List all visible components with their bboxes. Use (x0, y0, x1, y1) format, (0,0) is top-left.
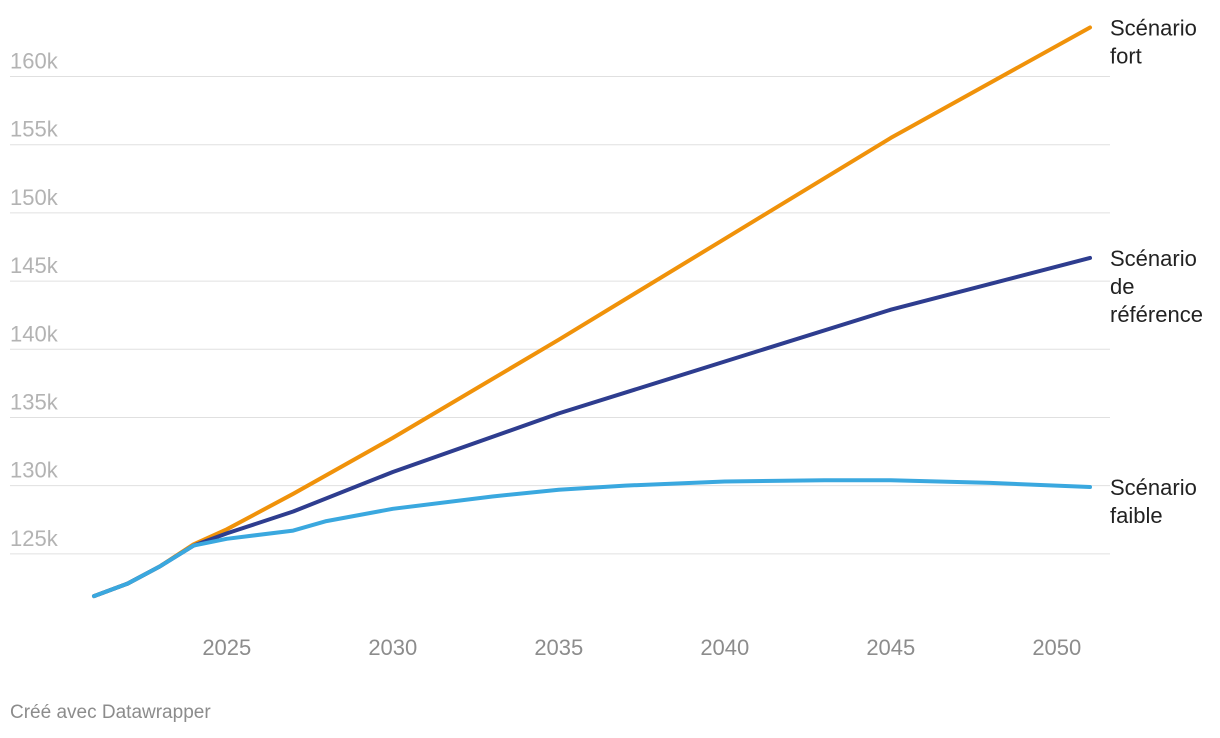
x-tick-label: 2035 (534, 635, 583, 660)
x-tick-label: 2050 (1032, 635, 1081, 660)
y-tick-label: 135k (10, 389, 59, 414)
series-line-scenario-de-reference (92, 255, 1092, 599)
y-tick-label: 150k (10, 185, 59, 210)
x-tick-label: 2040 (700, 635, 749, 660)
series-line-scenario-fort (92, 25, 1092, 599)
series-label-scenario-de-reference: de (1110, 274, 1134, 299)
y-tick-label: 130k (10, 458, 59, 483)
series-label-scenario-faible: Scénario (1110, 475, 1197, 500)
y-axis-tick-labels: 125k 130k 135k 140k 145k 150k 155k 160k (10, 49, 59, 551)
y-tick-label: 145k (10, 253, 59, 278)
x-axis-tick-labels: 2025 2030 2035 2040 2045 2050 (202, 635, 1081, 660)
series-lines (92, 25, 1092, 599)
y-tick-label: 140k (10, 321, 59, 346)
datawrapper-credit: Créé avec Datawrapper (10, 702, 211, 723)
series-label-scenario-de-reference: Scénario (1110, 246, 1197, 271)
series-label-scenario-fort: fort (1110, 43, 1142, 68)
x-tick-label: 2025 (202, 635, 251, 660)
x-tick-label: 2045 (866, 635, 915, 660)
series-label-scenario-fort: Scénario (1110, 15, 1197, 40)
y-tick-label: 155k (10, 117, 59, 142)
series-labels: Scénario fort Scénario de référence Scénario f… (1110, 15, 1203, 528)
y-tick-label: 125k (10, 526, 59, 551)
series-label-scenario-de-reference: référence (1110, 302, 1203, 327)
grid-lines (10, 76, 1110, 555)
series-line-scenario-faible (92, 478, 1092, 599)
series-label-scenario-faible: faible (1110, 503, 1163, 528)
y-tick-label: 160k (10, 49, 59, 74)
x-tick-label: 2030 (368, 635, 417, 660)
